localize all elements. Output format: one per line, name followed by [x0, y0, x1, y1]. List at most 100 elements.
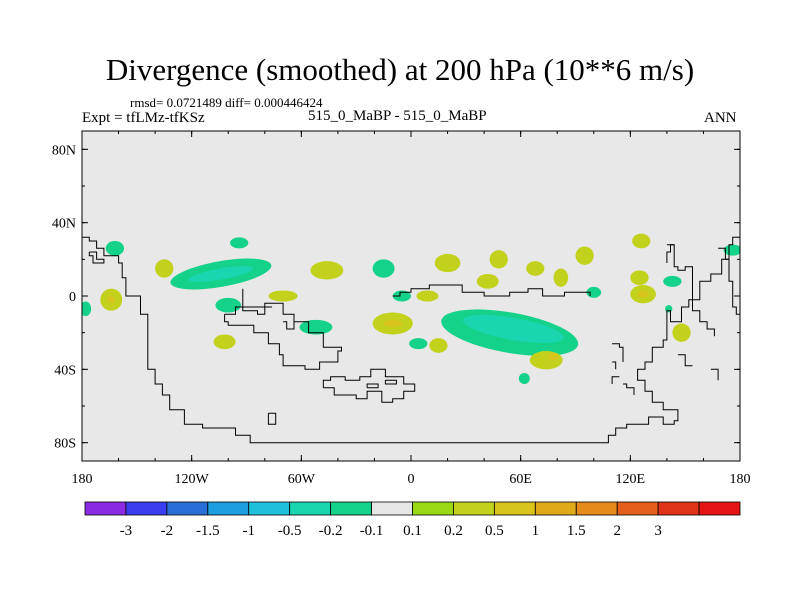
coastline-6 [384, 379, 397, 385]
colorbar-swatch [330, 501, 372, 516]
colorbar-label: 0.2 [444, 523, 463, 539]
divergence-region-11 [299, 319, 333, 335]
colorbar-swatch [248, 501, 291, 516]
divergence-region-6 [188, 266, 254, 282]
colorbar-swatch [616, 501, 659, 516]
colorbar-label: 0.5 [485, 523, 504, 539]
y-tick-label: 80N [52, 143, 76, 158]
divergence-region-39 [665, 305, 673, 313]
coastline-0 [82, 236, 740, 444]
colorbar-label: -0.5 [278, 523, 302, 539]
x-tick-label: 60W [288, 472, 316, 487]
colorbar-label: -0.2 [319, 523, 343, 539]
chart-title: Divergence (smoothed) at 200 hPa (10**6 … [105, 52, 695, 87]
y-tick-label: 40S [54, 363, 76, 378]
divergence-region-19 [409, 338, 428, 350]
colorbar-label: -3 [120, 523, 133, 539]
colorbar-label: 3 [654, 523, 662, 539]
expt-label: Expt = tfLMz-tfKSz [82, 110, 205, 126]
divergence-region-38 [723, 244, 740, 256]
colorbar-swatch [84, 501, 127, 516]
divergence-region-35 [637, 290, 649, 298]
coastline-8 [267, 412, 277, 425]
y-tick-label: 40N [52, 217, 76, 232]
colorbar-swatch [289, 501, 332, 516]
divergence-region-26 [489, 250, 508, 269]
divergence-region-13 [372, 259, 395, 278]
coastline-2 [224, 302, 342, 370]
divergence-region-37 [672, 323, 691, 342]
colorbar-swatch [657, 501, 700, 516]
colorbar-swatch [166, 501, 209, 516]
divergence-region-31 [518, 373, 530, 384]
colorbar-swatch [534, 501, 577, 516]
divergence-region-25 [476, 274, 499, 289]
colorbar-label: 1.5 [567, 523, 586, 539]
divergence-region-20 [429, 338, 448, 353]
divergence-region-17 [416, 290, 439, 302]
season-label: ANN [704, 110, 737, 126]
divergence-region-12 [310, 261, 344, 280]
coastline-7 [366, 383, 379, 389]
divergence-region-0 [105, 241, 125, 256]
x-tick-label: 60E [509, 472, 532, 487]
coastline-17 [677, 354, 693, 367]
divergence-region-22 [462, 314, 564, 344]
coastline-13 [612, 361, 617, 370]
colorbar-label: -2 [161, 523, 174, 539]
divergence-region-4 [155, 259, 174, 278]
y-tick-label: 80S [54, 437, 76, 452]
coastline-3 [242, 288, 273, 315]
coastline-16 [666, 244, 675, 263]
colorbar-label: 2 [613, 523, 621, 539]
divergence-region-8 [215, 297, 242, 313]
divergence-region-18 [434, 253, 461, 273]
divergence-region-33 [630, 270, 649, 285]
x-tick-label: 0 [408, 472, 415, 487]
divergence-region-29 [575, 246, 594, 265]
colorbar-swatch [493, 501, 536, 516]
divergence-region-9 [213, 334, 236, 350]
divergence-region-15 [383, 319, 402, 328]
x-tick-label: 120E [616, 472, 646, 487]
coastline-12 [623, 383, 635, 395]
coastline-10 [612, 343, 624, 362]
colorbar-label: 1 [532, 523, 540, 539]
colorbar-swatch [125, 501, 168, 516]
divergence-region-3 [107, 296, 115, 304]
colorbar-label: -0.1 [360, 523, 384, 539]
x-tick-label: 180 [730, 472, 751, 487]
divergence-region-36 [663, 275, 682, 287]
coastline-4 [283, 321, 295, 330]
coastline-5 [322, 368, 416, 403]
colorbar-label: 0.1 [403, 523, 422, 539]
colorbar-label: -1 [243, 523, 256, 539]
divergence-region-23 [529, 351, 563, 370]
divergence-region-7 [230, 237, 249, 249]
rmsd-line: rmsd= 0.0721489 diff= 0.000446424 [130, 95, 323, 110]
divergence-region-32 [632, 233, 651, 249]
divergence-region-27 [526, 261, 545, 276]
x-tick-label: 120W [175, 472, 210, 487]
colorbar-swatch [453, 501, 495, 516]
coastline-1 [88, 251, 105, 264]
coastline-9 [392, 284, 591, 297]
case-subtitle: 515_0_MaBP - 515_0_MaBP [308, 108, 487, 124]
coastline-14 [666, 244, 715, 337]
coastline-15 [718, 247, 740, 315]
divergence-region-16 [392, 290, 411, 302]
colorbar-swatch [698, 501, 741, 516]
divergence-region-24 [548, 352, 560, 361]
divergence-region-28 [553, 268, 569, 287]
coastline-11 [611, 376, 620, 384]
colorbar-swatch [412, 501, 454, 516]
y-tick-label: 0 [69, 290, 76, 305]
colorbar-label: -1.5 [196, 523, 220, 539]
colorbar-swatch [575, 501, 618, 516]
divergence-region-10 [268, 290, 298, 302]
divergence-region-1 [82, 301, 92, 317]
colorbar-swatch [207, 501, 250, 516]
x-tick-label: 180 [72, 472, 93, 487]
coastline-18 [710, 368, 719, 381]
